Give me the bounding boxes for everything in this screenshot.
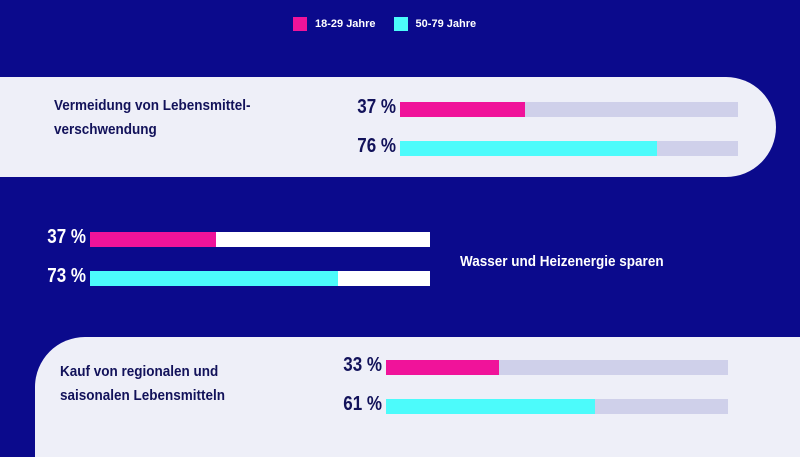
bar-track bbox=[386, 399, 728, 414]
value-label: 33 % bbox=[343, 354, 382, 376]
legend-label-50-79: 50-79 Jahre bbox=[415, 18, 477, 30]
category-label-2: Kauf von regionalen und saisonalen Leben… bbox=[60, 363, 226, 404]
bar-track bbox=[400, 102, 738, 117]
category-label-0: Vermeidung von Lebensmittel- verschwendu… bbox=[54, 97, 251, 138]
value-label: 37 % bbox=[357, 96, 396, 118]
bar-18-29 bbox=[90, 232, 216, 247]
legend-swatch-50-79 bbox=[393, 17, 408, 31]
value-label: 61 % bbox=[343, 393, 382, 415]
bar-track bbox=[386, 360, 728, 375]
value-label: 76 % bbox=[357, 135, 396, 157]
bar-50-79 bbox=[386, 399, 595, 414]
card-food-waste bbox=[0, 77, 776, 177]
value-label: 73 % bbox=[47, 265, 86, 287]
bar-18-29 bbox=[386, 360, 499, 375]
legend-label-18-29: 18-29 Jahre bbox=[315, 18, 376, 30]
bar-18-29 bbox=[400, 102, 526, 117]
bar-track bbox=[400, 141, 738, 156]
value-label: 37 % bbox=[47, 226, 86, 248]
category-label-1: Wasser und Heizenergie sparen bbox=[460, 253, 664, 270]
bar-track bbox=[90, 271, 430, 286]
bar-50-79 bbox=[90, 271, 339, 286]
bar-50-79 bbox=[400, 141, 657, 156]
legend: 18-29 Jahre 50-79 Jahre bbox=[293, 17, 476, 31]
bar-track bbox=[90, 232, 430, 247]
legend-swatch-18-29 bbox=[293, 17, 307, 31]
